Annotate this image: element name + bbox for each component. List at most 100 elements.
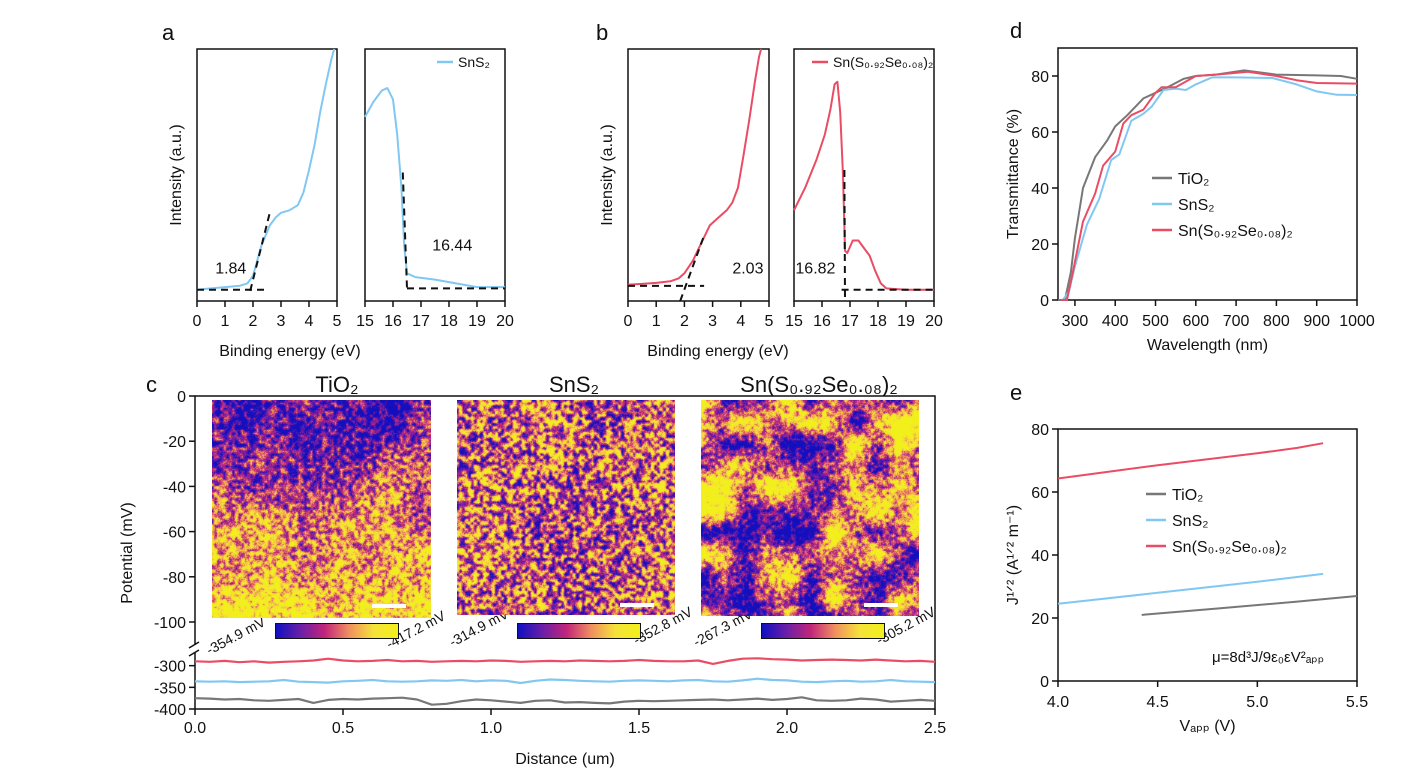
series-line-SnSSe: [1057, 442, 1324, 480]
series-line-TiO2: [1141, 595, 1358, 616]
potential-profile-SnS2: [194, 677, 936, 685]
x-tick-label: 5.5: [1346, 694, 1368, 711]
y-tick-label: -400: [154, 702, 186, 719]
x-tick-label: 3: [708, 313, 717, 330]
x-tick-label: 1.0: [480, 720, 502, 737]
y-tick-label: 40: [1031, 181, 1049, 198]
x-axis-label: Wavelength (nm): [1147, 337, 1268, 354]
x-tick-label: 300: [1062, 313, 1089, 330]
x-tick-label: 19: [468, 313, 486, 330]
legend-label: SnS₂: [1172, 513, 1208, 530]
onset-value: 16.82: [795, 260, 835, 277]
plot-frame: [793, 48, 935, 302]
legend-label: TiO₂: [1172, 487, 1203, 504]
y-tick-label: -60: [163, 525, 186, 542]
map-title: SnS₂: [549, 372, 599, 397]
scale-bar: [864, 603, 898, 607]
potential-profile-TiO2: [194, 696, 936, 706]
x-tick-label: 1.5: [628, 720, 650, 737]
x-tick-label: 0.5: [332, 720, 354, 737]
scale-bar: [372, 604, 406, 608]
legend-label: Sn(S₀.₉₂Se₀.₀₈)₂: [1172, 539, 1287, 556]
x-tick-label: 15: [785, 313, 803, 330]
kpfm-map-tio2: [212, 400, 431, 618]
y-tick-label: 20: [1031, 611, 1049, 628]
x-tick-label: 700: [1223, 313, 1250, 330]
y-tick-label: 60: [1031, 485, 1049, 502]
colorbar-min-label: -354.9 mV: [203, 613, 268, 658]
x-tick-label: 2.0: [776, 720, 798, 737]
panel-label: b: [596, 20, 608, 45]
x-tick-label: 0.0: [184, 720, 206, 737]
x-tick-label: 4.0: [1047, 694, 1069, 711]
y-tick-label: 40: [1031, 548, 1049, 565]
x-tick-label: 4: [736, 313, 745, 330]
y-tick-label: 20: [1031, 237, 1049, 254]
y-tick-label: -300: [154, 659, 186, 676]
x-tick-label: 600: [1182, 313, 1209, 330]
potential-profile-SnSSe: [194, 657, 936, 665]
x-tick-label: 400: [1102, 313, 1129, 330]
legend-label: Sn(S₀.₉₂Se₀.₀₈)₂: [833, 54, 933, 70]
x-tick-label: 4.5: [1147, 694, 1169, 711]
y-tick-label: -350: [154, 680, 186, 697]
x-tick-label: 2.5: [924, 720, 946, 737]
y-tick-label: 0: [177, 389, 186, 406]
x-tick-label: 2: [249, 313, 258, 330]
colorbar: [517, 623, 641, 639]
colorbar: [275, 623, 399, 639]
colorbar: [761, 623, 885, 639]
x-tick-label: 0: [624, 313, 633, 330]
onset-value: 16.44: [432, 238, 472, 255]
series-line-TiO2: [1058, 69, 1358, 301]
x-tick-label: 15: [356, 313, 374, 330]
series-line-SnSSe: [1060, 70, 1358, 301]
panel-label: c: [146, 372, 157, 397]
x-tick-label: 4: [305, 313, 314, 330]
plot-frame: [627, 48, 770, 302]
x-tick-label: 800: [1263, 313, 1290, 330]
plot-frame: [194, 395, 936, 710]
onset-value: 2.03: [732, 260, 763, 277]
y-tick-label: -80: [163, 570, 186, 587]
series-line-SnS2: [196, 48, 336, 291]
tangent-guide: [249, 212, 271, 292]
x-tick-label: 1000: [1339, 313, 1375, 330]
axis-break-mark: [188, 641, 200, 657]
map-title: Sn(S₀.₉₂Se₀.₀₈)₂: [740, 372, 898, 397]
x-tick-label: 20: [925, 313, 943, 330]
series-line-SnS2: [1061, 76, 1358, 301]
x-tick-label: 5.0: [1246, 694, 1268, 711]
tangent-guide: [843, 169, 846, 302]
onset-value: 1.84: [215, 260, 246, 277]
formula-annotation: μ=8d³J/9ε₀εV²ₐₚₚ: [1212, 649, 1324, 666]
x-tick-label: 0: [193, 313, 202, 330]
x-tick-label: 2: [680, 313, 689, 330]
x-tick-label: 3: [277, 313, 286, 330]
x-axis-label: Vₐₚₚ (V): [1179, 718, 1235, 735]
series-line-SnSSe: [627, 48, 763, 286]
series-line-SnSSe: [793, 80, 934, 291]
x-axis-label: Binding energy (eV): [647, 343, 788, 360]
y-tick-label: 60: [1031, 125, 1049, 142]
x-tick-label: 900: [1303, 313, 1330, 330]
kpfm-map-snsse: [701, 400, 919, 616]
x-tick-label: 19: [897, 313, 915, 330]
scale-bar: [620, 603, 654, 607]
y-tick-label: 0: [1040, 674, 1049, 691]
y-axis-label: J¹ᐟ² (A¹ᐟ² m⁻¹): [1005, 505, 1022, 605]
series-line-SnS2: [364, 87, 505, 289]
y-tick-label: -100: [154, 615, 186, 632]
y-axis-label: Transmittance (%): [1005, 109, 1022, 239]
x-tick-label: 17: [841, 313, 859, 330]
x-tick-label: 18: [440, 313, 458, 330]
y-axis-label: Intensity (a.u.): [599, 124, 616, 225]
plot-frame: [364, 48, 506, 302]
x-tick-label: 500: [1142, 313, 1169, 330]
x-tick-label: 17: [412, 313, 430, 330]
x-tick-label: 16: [813, 313, 831, 330]
plot-frame: [196, 48, 338, 302]
x-tick-label: 16: [384, 313, 402, 330]
